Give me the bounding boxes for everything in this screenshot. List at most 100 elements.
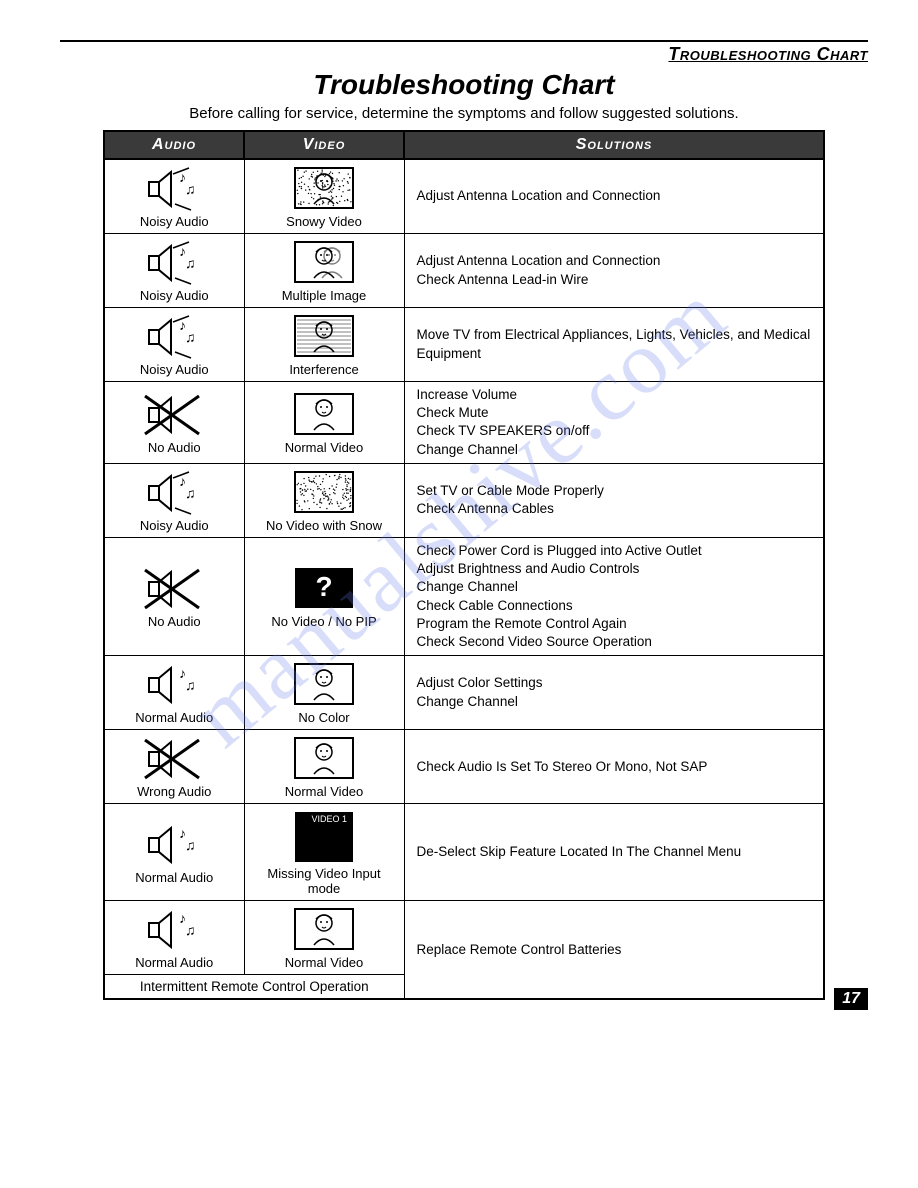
audio-label: Noisy Audio [140, 214, 209, 229]
audio-cell: ♪ ♫Normal Audio [104, 804, 244, 901]
audio-label: Normal Audio [135, 870, 213, 885]
video-label: Normal Video [285, 955, 364, 970]
speaker-x-icon: No Audio [111, 564, 238, 629]
footnote-cell: Intermittent Remote Control Operation [104, 975, 404, 1000]
video-cell: Interference [244, 308, 404, 382]
solution-line: Increase Volume [417, 386, 818, 404]
table-row: ♪ ♫Normal Audio No Color Adjust Color Set… [104, 656, 824, 730]
solution-line: Adjust Antenna Location and Connection [417, 187, 818, 205]
solution-line: De-Select Skip Feature Located In The Ch… [417, 843, 818, 861]
audio-cell: ♪ ♫ Noisy Audio [104, 159, 244, 234]
video-cell: No Video with Snow [244, 463, 404, 537]
solutions-cell: De-Select Skip Feature Located In The Ch… [404, 804, 824, 901]
table-row: ♪ ♫Normal Audio Normal VideoReplace Remo… [104, 901, 824, 975]
page: Troubleshooting Chart Troubleshooting Ch… [0, 0, 918, 1030]
audio-label: Noisy Audio [140, 288, 209, 303]
solutions-cell: Adjust Antenna Location and Connection [404, 159, 824, 234]
table-row: No Audio? No Video / No PIP Check Power Co… [104, 537, 824, 655]
table-header-row: Audio Video Solutions [104, 131, 824, 159]
speaker-normal-icon: ♪ ♫Normal Audio [111, 660, 238, 725]
video-cell: Normal Video [244, 730, 404, 804]
tv-normal-icon: Normal Video [251, 734, 398, 799]
audio-label: No Audio [148, 440, 201, 455]
solution-line: Check Mute [417, 404, 818, 422]
solution-line: Check TV SPEAKERS on/off [417, 422, 818, 440]
svg-text:♫: ♫ [185, 837, 196, 853]
video-label: Normal Video [285, 784, 364, 799]
speaker-noisy-icon: ♪ ♫ Noisy Audio [111, 164, 238, 229]
speaker-x-icon: No Audio [111, 390, 238, 455]
tv-normal-icon: Normal Video [251, 905, 398, 970]
solution-line: Check Audio Is Set To Stereo Or Mono, No… [417, 758, 818, 776]
audio-cell: ♪ ♫Normal Audio [104, 656, 244, 730]
video-label: No Video with Snow [266, 518, 382, 533]
solution-line: Set TV or Cable Mode Properly [417, 482, 818, 500]
audio-label: No Audio [148, 614, 201, 629]
video-cell: Snowy Video [244, 159, 404, 234]
audio-cell: No Audio [104, 382, 244, 464]
tv-interference-icon: Interference [251, 312, 398, 377]
speaker-noisy-icon: ♪ ♫ Noisy Audio [111, 312, 238, 377]
audio-cell: ♪ ♫ Noisy Audio [104, 308, 244, 382]
speaker-noisy-icon: ♪ ♫ Noisy Audio [111, 238, 238, 303]
table-row: ♪ ♫ Noisy Audio Snowy Video Adjust Antenn… [104, 159, 824, 234]
video-label: Interference [289, 362, 358, 377]
speaker-x-icon: Wrong Audio [111, 734, 238, 799]
page-title: Troubleshooting Chart [60, 69, 868, 101]
svg-text:♫: ♫ [185, 181, 196, 197]
svg-text:VIDEO 1: VIDEO 1 [311, 814, 347, 824]
svg-text:♫: ♫ [185, 485, 196, 501]
speaker-normal-icon: ♪ ♫Normal Audio [111, 905, 238, 970]
tv-snow-only-icon: No Video with Snow [251, 468, 398, 533]
table-row: No Audio Normal VideoIncrease VolumeChec… [104, 382, 824, 464]
solution-line: Check Cable Connections [417, 597, 818, 615]
table-row: ♪ ♫ Noisy Audio Multiple ImageAdjust Ant… [104, 234, 824, 308]
video-cell: Multiple Image [244, 234, 404, 308]
header-label: Troubleshooting Chart [60, 44, 868, 65]
tv-black-video1-icon: VIDEO 1Missing Video Input mode [251, 808, 398, 896]
solution-line: Replace Remote Control Batteries [417, 941, 818, 959]
solution-line: Adjust Antenna Location and Connection [417, 252, 818, 270]
svg-text:♫: ♫ [185, 255, 196, 271]
solutions-cell: Move TV from Electrical Appliances, Ligh… [404, 308, 824, 382]
table-row: Wrong Audio Normal Video Check Audio Is S… [104, 730, 824, 804]
col-solutions: Solutions [404, 131, 824, 159]
solutions-cell: Adjust Antenna Location and ConnectionCh… [404, 234, 824, 308]
solution-line: Change Channel [417, 693, 818, 711]
audio-label: Normal Audio [135, 955, 213, 970]
audio-label: Noisy Audio [140, 362, 209, 377]
tv-black-q-icon: ? No Video / No PIP [251, 564, 398, 629]
header-rule [60, 40, 868, 42]
solutions-cell: Check Power Cord is Plugged into Active … [404, 537, 824, 655]
solution-line: Check Antenna Lead-in Wire [417, 271, 818, 289]
video-cell: VIDEO 1Missing Video Input mode [244, 804, 404, 901]
svg-text:♫: ♫ [185, 922, 196, 938]
solutions-cell: Adjust Color SettingsChange Channel [404, 656, 824, 730]
audio-label: Noisy Audio [140, 518, 209, 533]
audio-cell: ♪ ♫ Noisy Audio [104, 463, 244, 537]
solution-line: Adjust Color Settings [417, 674, 818, 692]
solution-line: Check Antenna Cables [417, 500, 818, 518]
speaker-normal-icon: ♪ ♫Normal Audio [111, 820, 238, 885]
solutions-cell: Set TV or Cable Mode ProperlyCheck Anten… [404, 463, 824, 537]
col-video: Video [244, 131, 404, 159]
solution-line: Adjust Brightness and Audio Controls [417, 560, 818, 578]
video-label: No Video / No PIP [271, 614, 376, 629]
solutions-cell: Check Audio Is Set To Stereo Or Mono, No… [404, 730, 824, 804]
video-label: No Color [298, 710, 349, 725]
page-subtitle: Before calling for service, determine th… [60, 105, 868, 122]
video-cell: No Color [244, 656, 404, 730]
solutions-cell: Increase VolumeCheck MuteCheck TV SPEAKE… [404, 382, 824, 464]
svg-text:?: ? [315, 571, 332, 602]
solution-line: Program the Remote Control Again [417, 615, 818, 633]
tv-nocolor-icon: No Color [251, 660, 398, 725]
tv-snowy-icon: Snowy Video [251, 164, 398, 229]
audio-cell: ♪ ♫Normal Audio [104, 901, 244, 975]
tv-normal-icon: Normal Video [251, 390, 398, 455]
table-row: ♪ ♫Normal AudioVIDEO 1Missing Video Inpu… [104, 804, 824, 901]
audio-label: Wrong Audio [137, 784, 211, 799]
video-cell: Normal Video [244, 901, 404, 975]
solutions-cell: Replace Remote Control Batteries [404, 901, 824, 1000]
svg-text:♫: ♫ [185, 677, 196, 693]
video-cell: ? No Video / No PIP [244, 537, 404, 655]
